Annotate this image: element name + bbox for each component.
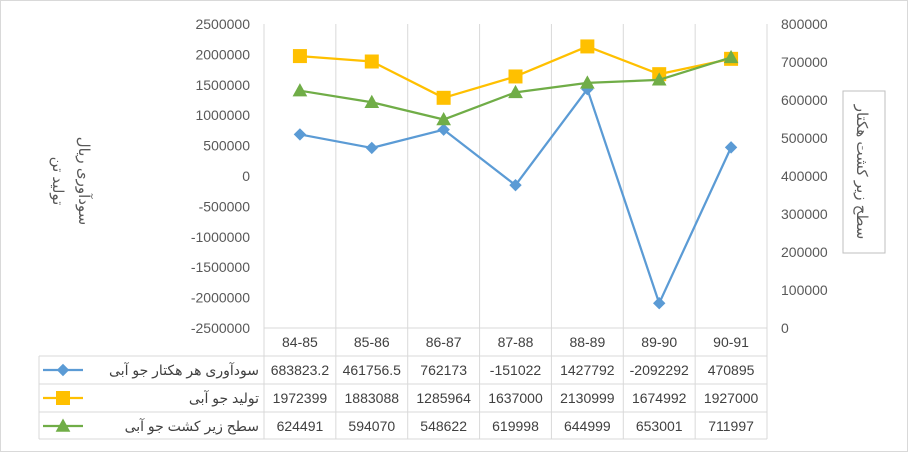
series-line [299, 88, 733, 305]
table-cell: -2092292 [630, 362, 689, 378]
data-point [436, 111, 451, 126]
data-point [292, 49, 307, 64]
data-point [364, 54, 379, 69]
right-tick-label: 500000 [781, 130, 828, 146]
table-row: 683823.2 461756.5 762173 -151022 1427792 -209… [43, 362, 755, 379]
left-tick-label: 1000000 [195, 107, 250, 123]
data-point [653, 297, 666, 310]
data-point [580, 39, 595, 54]
data-point [293, 128, 307, 141]
data-point [509, 178, 522, 192]
left-axis-title: تولید تن سودآوری ریال [49, 137, 93, 225]
legend-label: سودآوری هر هکتار جو آبی [109, 362, 259, 379]
table-cell: 1883088 [345, 390, 400, 406]
left-tick-label: 1500000 [195, 77, 250, 93]
data-point [508, 84, 523, 99]
right-tick-label: 600000 [781, 92, 828, 108]
legend-label: تولید جو آبی [189, 390, 259, 407]
table-cell: 762173 [420, 362, 467, 378]
table-cell: 683823.2 [271, 362, 330, 378]
table-row: 1972399 1883088 1285964 1637000 2130999 16749… [43, 390, 759, 407]
table-cell: 624491 [277, 418, 324, 434]
table-cell: 1674992 [632, 390, 687, 406]
left-tick-label: -2500000 [191, 320, 250, 336]
table-cell: 1972399 [273, 390, 328, 406]
data-point [724, 141, 738, 154]
left-tick-label: -1000000 [191, 229, 250, 245]
right-tick-label: 100000 [781, 282, 828, 298]
left-axis-title-line-1: تولید تن [49, 157, 66, 206]
left-tick-label: 2500000 [195, 16, 250, 32]
legend-label: سطح زیر کشت جو آبی [125, 418, 259, 435]
right-axis: 800000 700000 600000 500000 400000 300000 2000… [781, 16, 828, 336]
table-cell: 653001 [636, 418, 683, 434]
table-cell: 548622 [420, 418, 467, 434]
left-tick-label: -2000000 [191, 290, 250, 306]
category-label: 85-86 [354, 334, 390, 350]
table-cell: 461756.5 [343, 362, 402, 378]
table-cell: 1427792 [560, 362, 615, 378]
data-point [292, 83, 308, 97]
category-label: 84-85 [282, 334, 318, 350]
left-tick-label: 0 [242, 168, 250, 184]
data-point [364, 94, 380, 108]
right-tick-label: 200000 [781, 244, 828, 260]
data-point [437, 123, 450, 136]
data-table: 84-85 85-86 86-87 87-88 88-89 89-90 90-91 68382… [38, 327, 767, 440]
right-tick-label: 0 [781, 320, 789, 336]
series [292, 39, 739, 310]
right-axis-title: سطح زیر کشت هکتار [853, 104, 870, 240]
series-3 [292, 49, 739, 126]
table-cell: 619998 [492, 418, 539, 434]
data-point [580, 75, 595, 89]
left-tick-label: 500000 [203, 138, 250, 154]
left-axis: 2500000 2000000 1500000 1000000 500000 0 -5000… [191, 16, 250, 336]
left-tick-label: 2000000 [195, 46, 250, 62]
data-point [651, 72, 667, 86]
legend-marker [55, 418, 71, 432]
series-1 [293, 82, 738, 310]
grid [263, 24, 768, 439]
table-cell: 470895 [708, 362, 755, 378]
table-cell: 1285964 [416, 390, 471, 406]
right-tick-label: 800000 [781, 16, 828, 32]
category-label: 90-91 [713, 334, 749, 350]
legend-marker [56, 363, 70, 377]
category-label: 86-87 [426, 334, 462, 350]
category-label: 88-89 [569, 334, 605, 350]
legend-marker [56, 391, 70, 405]
left-axis-title-line-2: سودآوری ریال [75, 137, 93, 225]
table-cell: 1637000 [488, 390, 543, 406]
left-tick-label: -500000 [199, 198, 251, 214]
table-cell: 644999 [564, 418, 611, 434]
right-axis-title-text: سطح زیر کشت هکتار [853, 104, 870, 240]
table-cell: 594070 [348, 418, 395, 434]
category-label: 87-88 [498, 334, 534, 350]
series-2 [292, 39, 739, 105]
right-tick-label: 300000 [781, 206, 828, 222]
table-cell: 711997 [708, 418, 754, 434]
data-point [723, 49, 739, 64]
left-tick-label: -1500000 [191, 259, 250, 275]
table-row: 624491 594070 548622 619998 644999 653001 7119… [43, 418, 754, 435]
data-point [436, 90, 451, 105]
data-point [365, 141, 378, 155]
right-axis-title-box [842, 90, 886, 254]
table-cell: 1927000 [704, 390, 759, 406]
category-label: 89-90 [641, 334, 677, 350]
table-cell: 2130999 [560, 390, 615, 406]
table-cell: -151022 [490, 362, 542, 378]
right-tick-label: 700000 [781, 54, 828, 70]
data-point [508, 69, 523, 84]
right-tick-label: 400000 [781, 168, 828, 184]
